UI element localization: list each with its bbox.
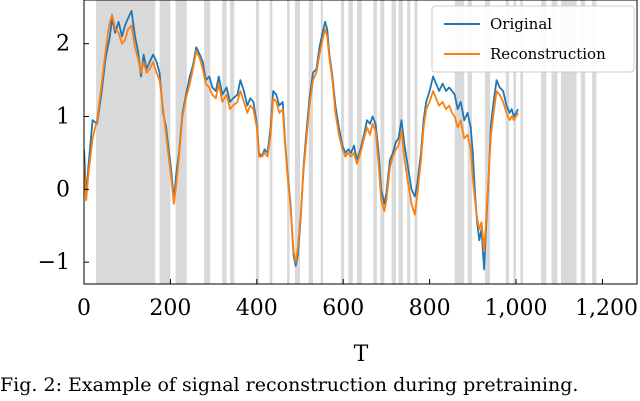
masked-interval-14 (357, 0, 362, 284)
masked-interval-25 (513, 0, 517, 284)
masked-interval-5 (230, 0, 235, 284)
masked-interval-23 (484, 0, 491, 284)
masked-interval-16 (380, 0, 385, 284)
x-tick-label: 400 (236, 296, 278, 321)
masked-interval-28 (551, 0, 558, 284)
masked-interval-20 (414, 0, 418, 284)
x-tick-label: 200 (149, 296, 191, 321)
y-tick-label: 2 (56, 32, 70, 57)
masked-interval-18 (398, 0, 403, 284)
x-tick-label: 1,200 (575, 296, 638, 321)
masked-interval-26 (520, 0, 523, 284)
masked-interval-11 (320, 0, 323, 284)
masked-interval-30 (580, 0, 586, 284)
masked-interval-15 (373, 0, 377, 284)
masked-interval-19 (407, 0, 411, 284)
masked-interval-27 (541, 0, 547, 284)
legend-label-reconstruction: Reconstruction (490, 45, 606, 63)
masked-interval-2 (175, 0, 187, 284)
y-tick-label: −1 (38, 250, 70, 275)
plot-frame (83, 0, 638, 285)
legend-label-original: Original (490, 15, 552, 33)
masked-interval-4 (222, 0, 227, 284)
masked-interval-8 (287, 0, 290, 284)
figure-caption: Fig. 2: Example of signal reconstruction… (0, 374, 579, 396)
series-line-reconstruction (84, 13, 519, 264)
y-tick-label: 1 (56, 105, 70, 130)
masked-interval-7 (269, 0, 273, 284)
legend-box (431, 5, 635, 73)
masked-interval-21 (454, 0, 465, 284)
x-tick-label: 800 (409, 296, 451, 321)
masked-interval-9 (294, 0, 301, 284)
masked-interval-13 (348, 0, 353, 284)
y-axis: −1 0 1 2 (38, 32, 89, 275)
masked-interval-24 (505, 0, 510, 284)
masked-interval-31 (592, 0, 597, 284)
x-axis: 0 200 400 600 800 1,000 1,200 (77, 279, 638, 321)
masked-interval-1 (159, 0, 171, 284)
x-axis-label: T (354, 342, 369, 367)
legend: Original Reconstruction (431, 5, 635, 73)
masked-interval-17 (391, 0, 396, 284)
x-tick-label: 0 (77, 296, 91, 321)
y-tick-label: 0 (56, 177, 70, 202)
x-tick-label: 600 (322, 296, 364, 321)
series-lines (84, 10, 519, 271)
masked-interval-0 (96, 0, 156, 284)
masked-interval-3 (204, 0, 211, 284)
masked-interval-10 (308, 0, 313, 284)
chart: −1 0 1 2 0 200 400 600 800 1,000 1,200 T Original… (38, 0, 638, 367)
x-tick-label: 1,000 (485, 296, 548, 321)
